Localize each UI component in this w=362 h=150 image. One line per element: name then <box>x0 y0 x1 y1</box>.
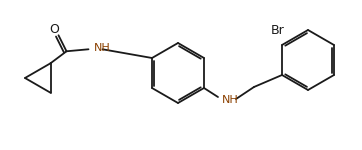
Text: Br: Br <box>271 24 285 37</box>
Text: O: O <box>50 23 59 36</box>
Text: NH: NH <box>93 43 110 53</box>
Text: NH: NH <box>222 95 239 105</box>
